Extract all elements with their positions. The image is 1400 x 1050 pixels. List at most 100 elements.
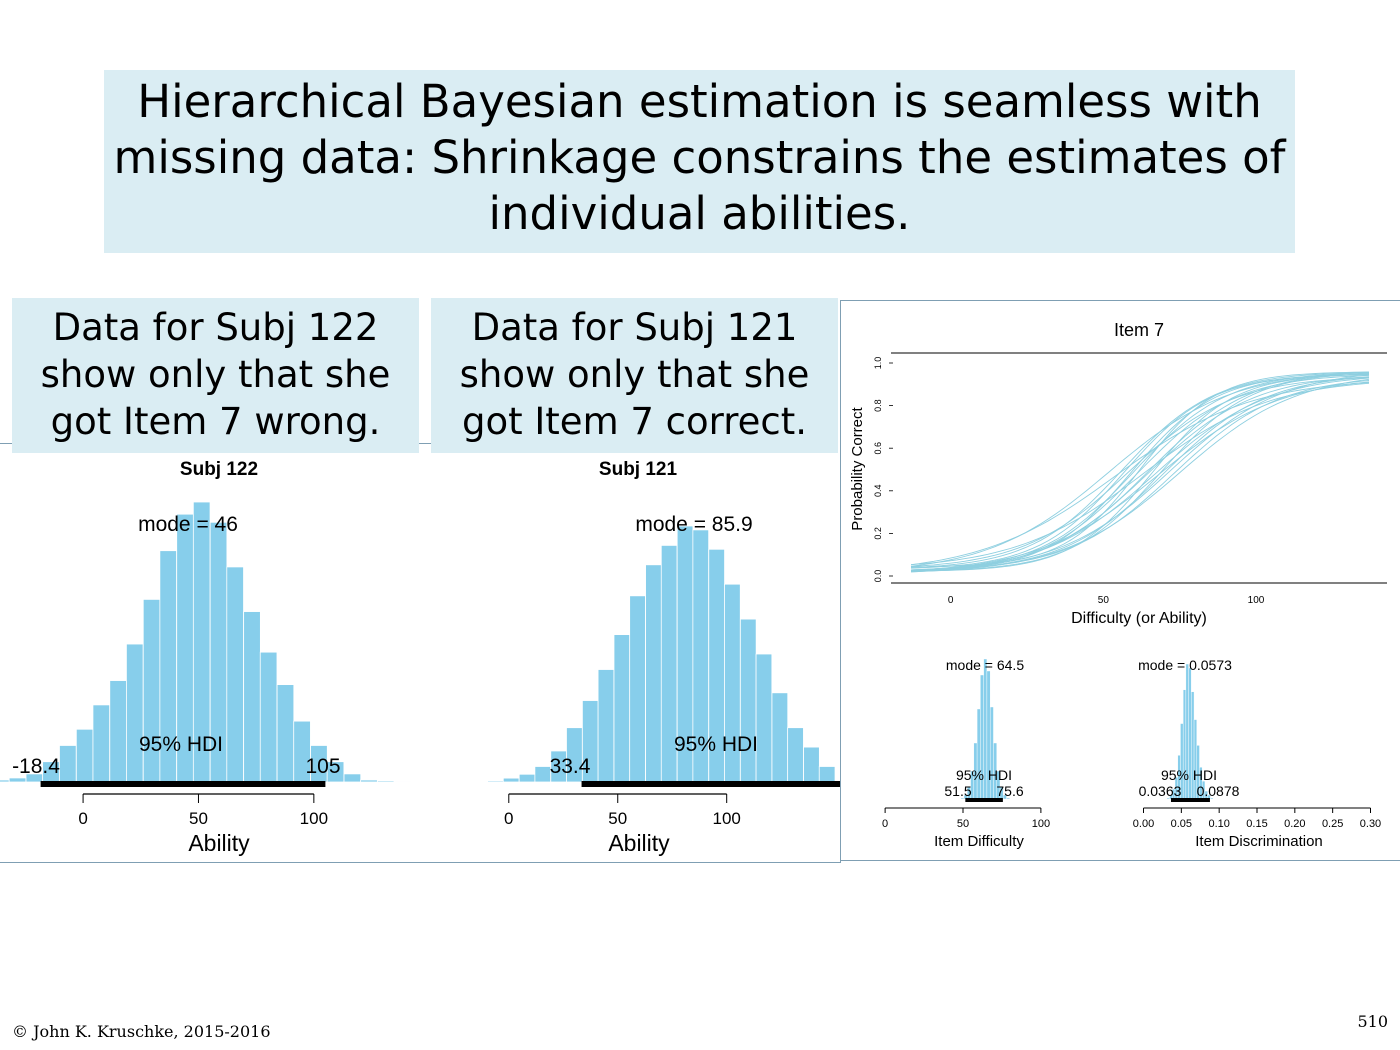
posterior-curve [910,377,1370,567]
x-tick-label: 0 [948,595,954,606]
hdi-bar [1170,798,1210,802]
hdi-label: 95% HDI [1161,767,1217,783]
x-tick-label: 0 [504,809,513,828]
x-tick-label: 50 [189,809,208,828]
frame-top-line-mid [419,443,431,444]
posterior-curve [910,371,1370,567]
posterior-curve [910,382,1370,566]
posterior-curve [910,374,1370,572]
histogram-bar [739,618,757,783]
x-tick-label: 100 [300,809,328,828]
copyright-footer: © John K. Kruschke, 2015-2016 [12,1022,271,1041]
histogram-bar [276,684,295,783]
subj-122-ability-histogram: Subj 122 0 50 100 mode = 46 95% HDI -18.4 … [0,459,412,856]
histogram-bar [360,779,378,783]
hdi-bar [965,798,1003,802]
posterior-curve [910,377,1370,572]
x-tick-label: 0.20 [1284,818,1305,830]
histogram-bar [645,564,662,783]
subj-121-ability-histogram: Subj 121 0 50 100 mode = 85.9 95% HDI 33.4… [487,459,840,856]
hdi-high-label: 75.6 [996,783,1023,799]
frame-divider-right [840,300,841,863]
item-7-curves-plot: Item 7 0 50 100 0.0 0.2 0.4 0.6 0.8 1.0 Difficu… [849,320,1387,627]
hdi-label: 95% HDI [139,733,223,756]
posterior-curve [910,373,1370,572]
hdi-high-label: 0.0878 [1197,783,1240,799]
hdi-bar [581,781,840,787]
histogram-bar [243,611,261,783]
histogram-bar [226,566,244,783]
histogram-bar [787,727,804,783]
x-tick-label: 0.00 [1133,818,1154,830]
item-difficulty-histogram: 0 50 100 mode = 64.5 95% HDI 51.5 75.6 Ite… [882,657,1050,850]
histogram-bar [755,653,773,783]
x-tick-label: 50 [957,818,969,830]
x-tick-label: 0.10 [1208,818,1229,830]
mode-label: mode = 0.0573 [1138,657,1232,673]
x-tick-label: 100 [713,809,741,828]
hdi-label: 95% HDI [674,733,758,756]
histogram-bar [976,708,981,800]
mode-label: mode = 46 [138,513,238,536]
histogram-bar [771,692,789,783]
callout-subj-121: Data for Subj 121 show only that she got… [431,298,838,453]
slide-title: Hierarchical Bayesian estimation is seam… [113,75,1286,240]
x-tick-label: 0.30 [1360,818,1381,830]
histogram-bar [59,745,77,783]
posterior-curve [910,371,1370,568]
histogram-bar [629,595,646,783]
frame-top-line-left [0,443,12,444]
y-axis-label: Probability Correct [849,406,866,530]
histogram-bar [259,651,278,783]
y-tick-label: 0.4 [873,485,883,498]
histogram-bar [1003,794,1007,800]
posterior-curve [910,371,1370,571]
slide-title-box: Hierarchical Bayesian estimation is seam… [104,70,1295,253]
histogram-bar [1210,797,1214,800]
histogram-bar [326,761,345,783]
histogram-bar [989,706,994,800]
histogram-bar [109,680,127,783]
histogram-bar [597,669,615,783]
x-axis-label: Difficulty (or Ability) [1071,610,1207,627]
hdi-low-label: -18.4 [12,755,60,778]
histogram-bar [803,746,820,783]
posterior-curve [910,372,1370,568]
x-tick-label: 0 [882,818,888,830]
hdi-high-label: 105 [305,755,340,778]
hdi-low-label: 0.0363 [1139,783,1182,799]
x-tick-label: 100 [1032,818,1050,830]
histogram-bar [377,780,395,783]
histogram-bar [75,728,94,783]
histogram-bar [487,780,504,783]
histogram-bar [534,766,552,783]
y-tick-label: 0.8 [873,399,883,412]
y-tick-label: 0.6 [873,442,883,455]
histogram-bar [92,704,111,783]
posterior-curve [910,374,1370,573]
x-tick-label: 0 [78,809,87,828]
page-number: 510 [1357,1012,1388,1031]
hdi-label: 95% HDI [956,767,1012,783]
y-tick-label: 1.0 [873,357,883,370]
posterior-curve [910,376,1370,571]
item-discrimination-histogram: 0.00 0.05 0.10 0.15 0.20 0.25 0.30 mode = 0.05… [1133,657,1381,850]
posterior-curve [910,376,1370,572]
histogram-bar [343,773,362,783]
mode-label: mode = 64.5 [946,657,1024,673]
y-tick-label: 0.2 [873,527,883,540]
x-tick-label: 0.25 [1322,818,1343,830]
x-tick-label: 0.15 [1246,818,1267,830]
chart-title: Subj 122 [180,459,258,480]
posterior-curve [910,381,1370,571]
histogram-bar [0,779,10,783]
callout-subj-122: Data for Subj 122 show only that she got… [12,298,419,453]
hdi-bar [40,781,326,787]
histogram-bar [613,634,631,783]
x-tick-label: 100 [1248,595,1265,606]
x-axis-label: Item Discrimination [1195,833,1323,850]
frame-bottom-line-left [0,862,840,863]
histogram-bar [1006,797,1011,800]
x-tick-label: 50 [1098,595,1110,606]
x-tick-label: 50 [608,809,627,828]
